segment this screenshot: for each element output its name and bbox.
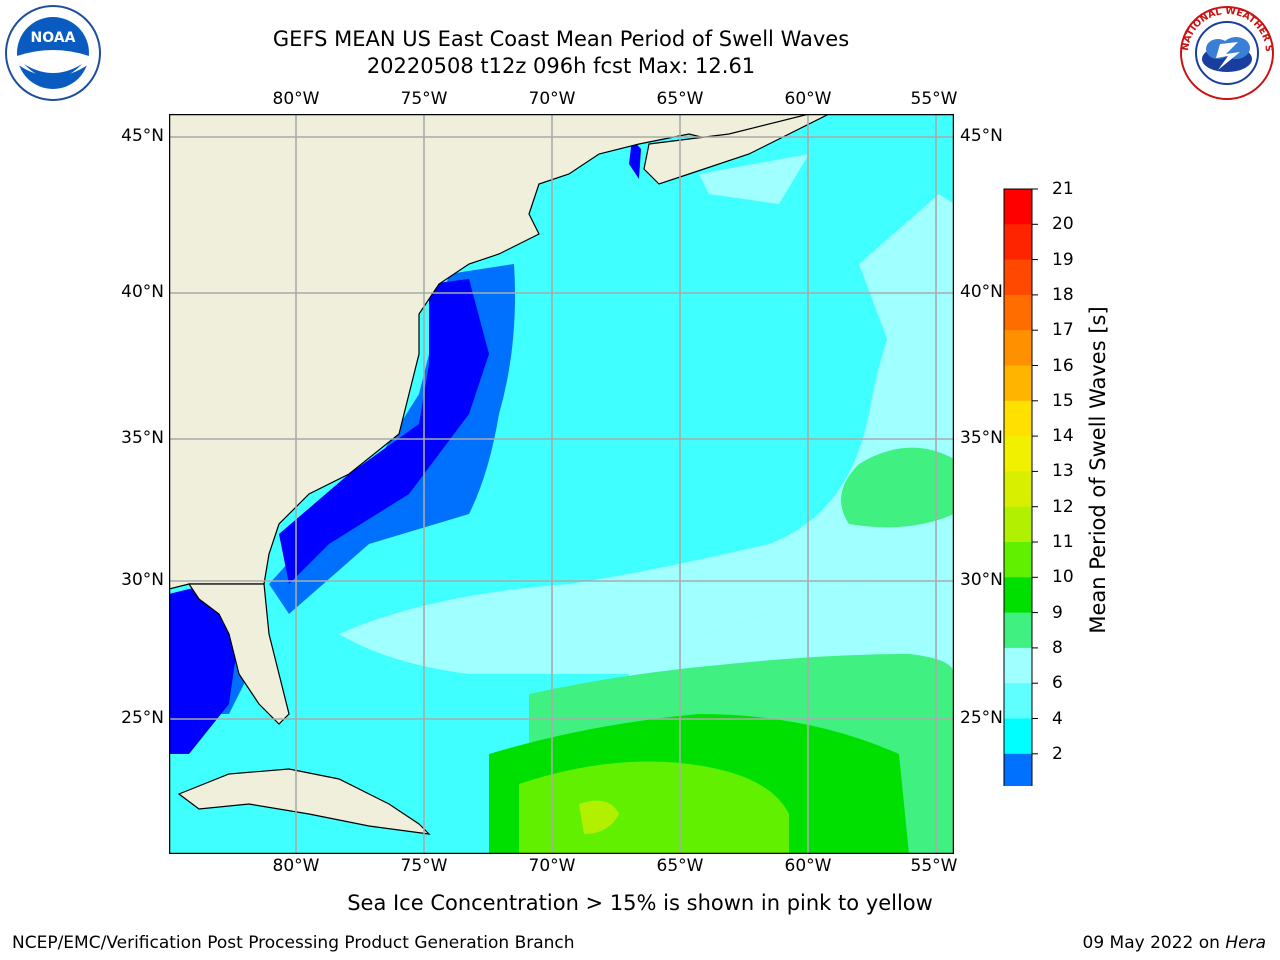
footer-date: 09 May 2022 on Hera (1083, 933, 1267, 953)
lon-label-top-65w: 65°W (656, 89, 704, 109)
colorbar-segment (1004, 224, 1032, 261)
lon-label-bottom-75w: 75°W (400, 856, 448, 876)
colorbar-outline (1003, 188, 1033, 786)
map-panel (169, 114, 954, 854)
sea-ice-note: Sea Ice Concentration > 15% is shown in … (347, 891, 933, 915)
lon-label-top-55w: 55°W (910, 89, 958, 109)
colorbar-segment (1004, 542, 1032, 578)
lat-label-right-30n: 30°N (960, 570, 1003, 590)
colorbar-segment (1004, 294, 1032, 331)
lat-label-right-25n: 25°N (960, 708, 1003, 728)
colorbar-segment (1004, 577, 1032, 614)
colorbar-tick-label: 20 (1052, 214, 1074, 235)
lat-label-right-45n: 45°N (960, 126, 1003, 146)
colorbar (1003, 188, 1038, 786)
colorbar-tick-label: 17 (1052, 320, 1074, 341)
footer-date-text: 09 May 2022 on (1082, 933, 1226, 953)
colorbar-tick-label: 19 (1052, 249, 1074, 270)
lon-label-bottom-70w: 70°W (528, 856, 576, 876)
colorbar-segment (1004, 471, 1032, 508)
lat-label-right-40n: 40°N (960, 282, 1003, 302)
colorbar-segment (1004, 683, 1032, 719)
lat-label-left-45n: 45°N (121, 126, 164, 146)
colorbar-tick-label: 8 (1052, 637, 1063, 658)
colorbar-segment (1004, 612, 1032, 649)
noaa-logo-text: NOAA (31, 30, 76, 46)
colorbar-segment (1004, 647, 1032, 684)
lon-label-bottom-55w: 55°W (910, 856, 958, 876)
colorbar-segment (1004, 189, 1032, 225)
colorbar-tick-label: 18 (1052, 284, 1074, 305)
footer-host: Hera (1225, 933, 1266, 953)
colorbar-tick-label: 14 (1052, 426, 1074, 447)
colorbar-segment (1004, 259, 1032, 296)
footer-organization: NCEP/EMC/Verification Post Processing Pr… (12, 933, 575, 953)
lon-label-top-60w: 60°W (784, 89, 832, 109)
map-gridlines (169, 114, 954, 854)
colorbar-tick-label: 11 (1052, 532, 1074, 552)
noaa-logo: NOAA (5, 5, 101, 101)
nws-logo: NATIONAL WEATHER SERVICE (1178, 4, 1274, 100)
colorbar-segment (1004, 753, 1032, 786)
colorbar-tick-label: 13 (1052, 461, 1074, 482)
colorbar-tick-label: 21 (1052, 179, 1074, 199)
colorbar-segment (1004, 436, 1032, 472)
lon-label-bottom-65w: 65°W (656, 856, 704, 876)
colorbar-tick-label: 12 (1052, 496, 1074, 517)
colorbar-tick-label: 10 (1052, 567, 1074, 588)
chart-title: GEFS MEAN US East Coast Mean Period of S… (272, 27, 850, 51)
land-florida (187, 583, 290, 725)
colorbar-segment (1004, 400, 1032, 437)
colorbar-segment (1004, 718, 1032, 755)
colorbar-label: Mean Period of Swell Waves [s] (1086, 306, 1110, 634)
colorbar-segment (1004, 506, 1032, 543)
lon-label-top-70w: 70°W (528, 89, 576, 109)
colorbar-tick-label: 6 (1052, 673, 1063, 694)
lat-label-left-30n: 30°N (121, 570, 164, 590)
colorbar-tick-label: 15 (1052, 390, 1074, 411)
lon-label-top-80w: 80°W (272, 89, 320, 109)
colorbar-tick-label: 9 (1052, 602, 1063, 623)
swell-band-below-2s (279, 279, 489, 584)
lon-label-bottom-80w: 80°W (272, 856, 320, 876)
lat-label-left-40n: 40°N (121, 282, 164, 302)
land-nova-scotia (643, 114, 830, 185)
colorbar-tick-label: 4 (1052, 708, 1063, 729)
colorbar-tick-label: 2 (1052, 743, 1063, 764)
colorbar-tick-label: 16 (1052, 355, 1074, 376)
lon-label-top-75w: 75°W (400, 89, 448, 109)
lat-label-left-25n: 25°N (121, 708, 164, 728)
chart-forecast-info: 20220508 t12z 096h fcst Max: 12.61 (366, 54, 756, 78)
lat-label-left-35n: 35°N (121, 428, 164, 448)
colorbar-segment (1004, 330, 1032, 366)
lat-label-right-35n: 35°N (960, 428, 1003, 448)
colorbar-segment (1004, 365, 1032, 402)
lon-label-bottom-60w: 60°W (784, 856, 832, 876)
